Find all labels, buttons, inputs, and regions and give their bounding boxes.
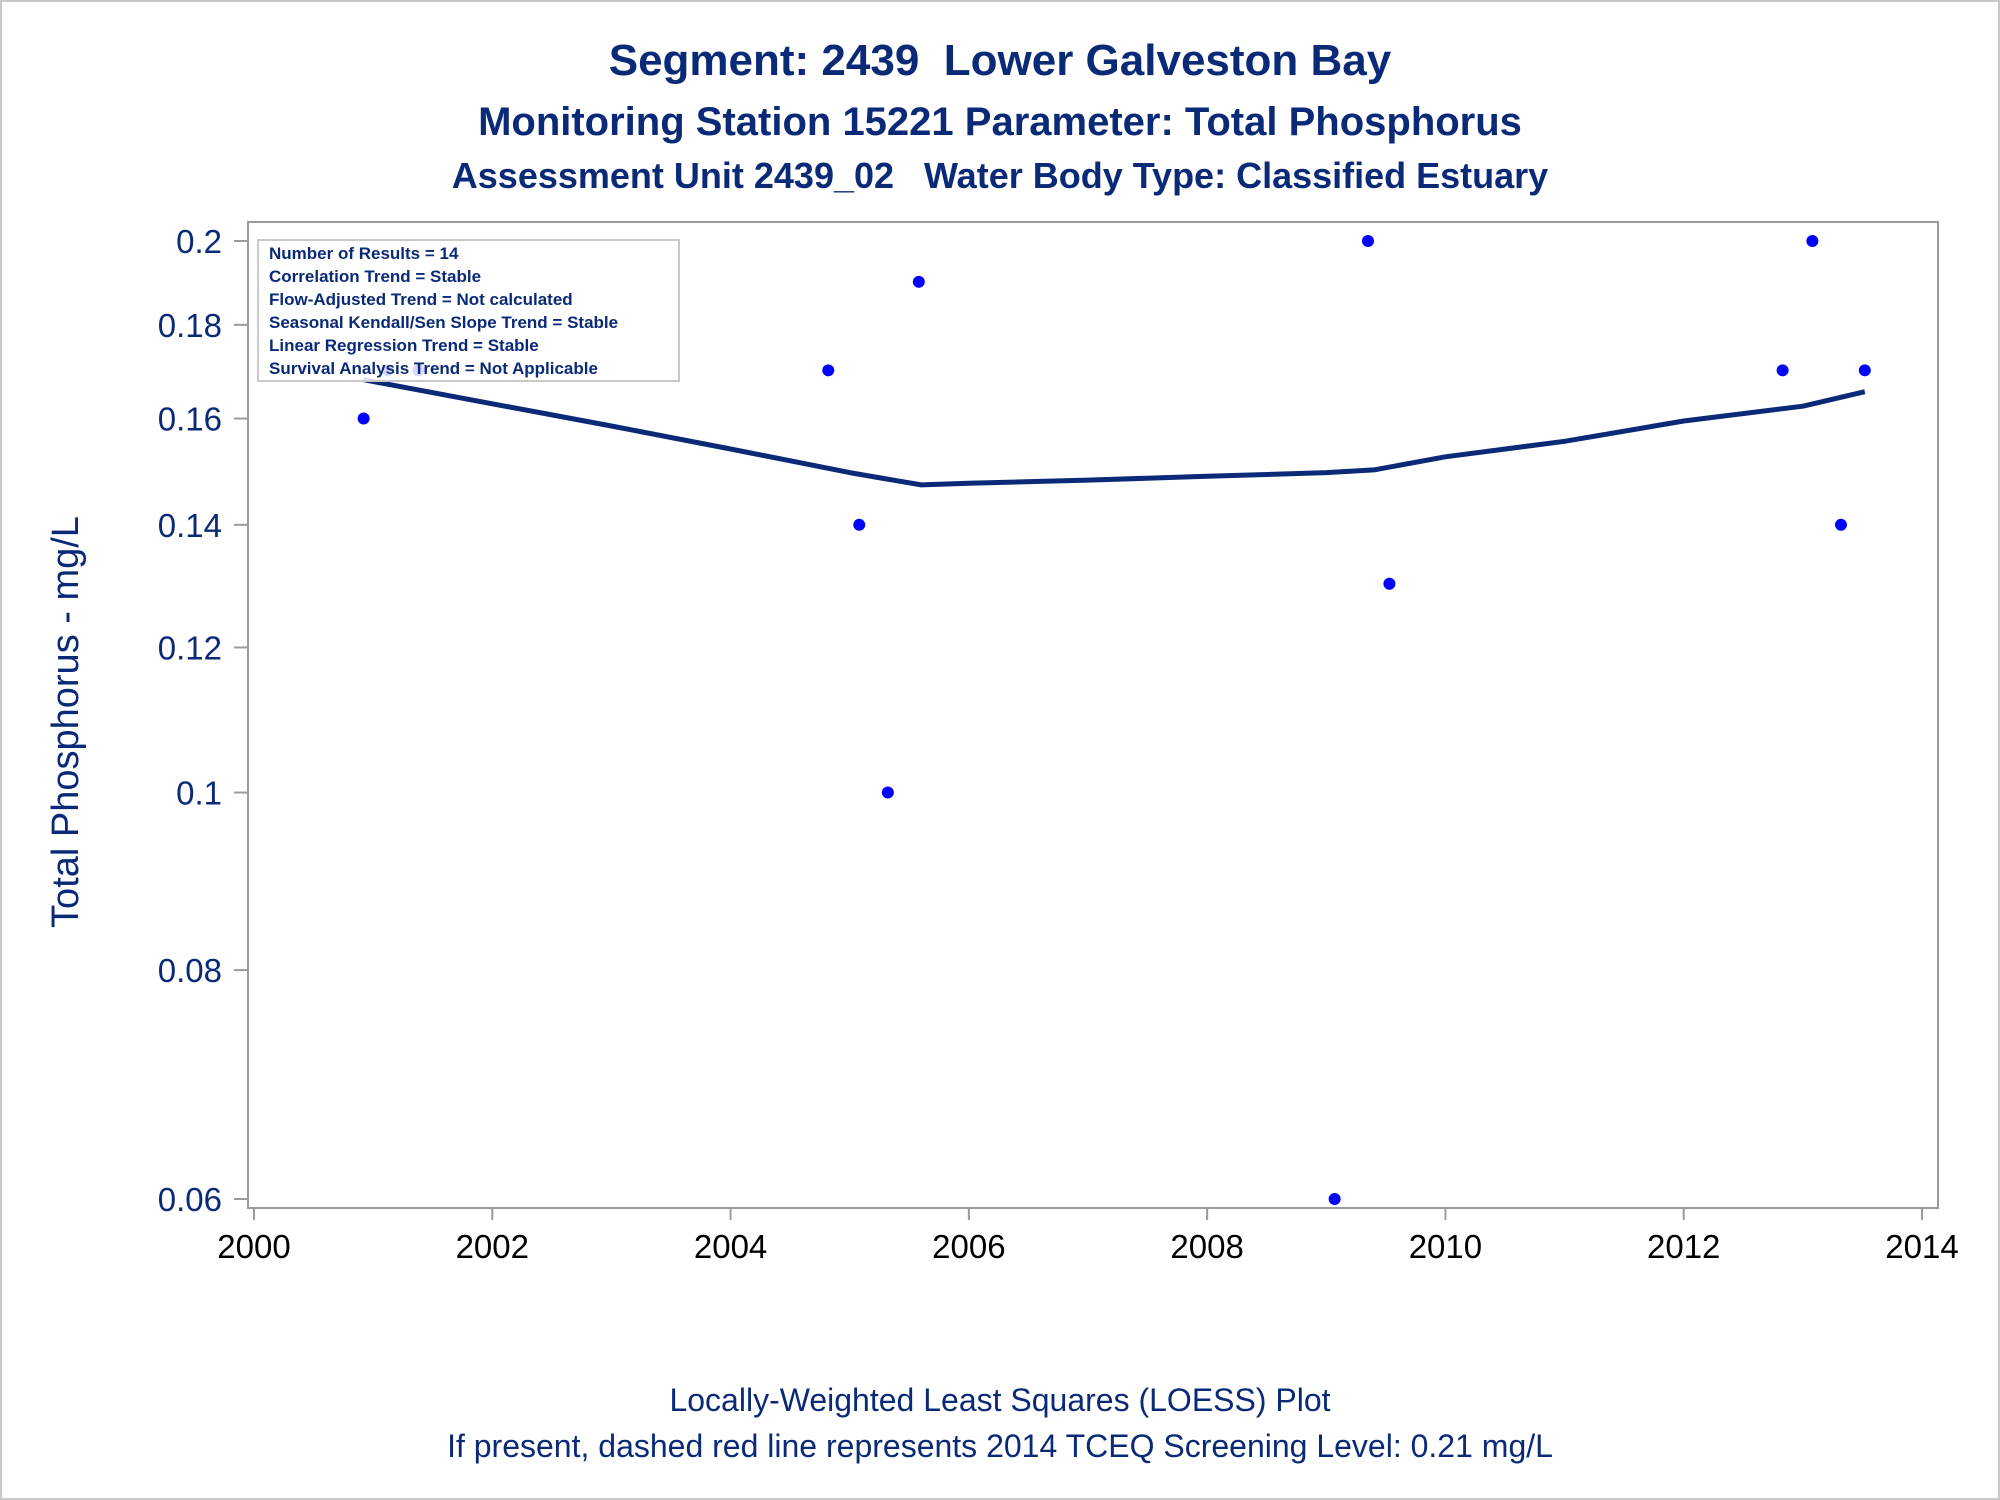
loess-curve [363, 377, 1866, 488]
y-tick-label: 0.08 [158, 952, 222, 989]
data-point [1806, 235, 1819, 247]
y-tick-label: 0.14 [158, 507, 222, 544]
x-tick-label: 2000 [217, 1228, 290, 1265]
info-survival-analysis-trend: Survival Analysis Trend = Not Applicable [269, 359, 598, 378]
y-tick-label: 0.1 [176, 775, 222, 812]
plot-area-border [247, 221, 1939, 1209]
data-point [357, 412, 370, 425]
y-tick-label: 0.16 [158, 401, 222, 438]
data-point [1834, 518, 1847, 531]
info-results-count: Number of Results = 14 [269, 244, 459, 263]
info-seasonal-kendall-trend: Seasonal Kendall/Sen Slope Trend = Stabl… [269, 313, 618, 332]
x-tick-label: 2012 [1647, 1228, 1720, 1265]
x-tick-label: 2008 [1170, 1228, 1243, 1265]
chart-subtitle-station: Monitoring Station 15221 Parameter: Tota… [478, 100, 1522, 144]
data-point [1776, 364, 1789, 377]
info-linear-regression-trend: Linear Regression Trend = Stable [269, 336, 539, 355]
footnote-screening-level: If present, dashed red line represents 2… [447, 1428, 1553, 1464]
data-point [912, 275, 925, 288]
trend-info-box: Number of Results = 14 Correlation Trend… [257, 239, 680, 382]
info-box-border [257, 239, 680, 382]
data-point [1858, 364, 1871, 377]
info-correlation-trend: Correlation Trend = Stable [269, 267, 481, 286]
y-tick-label: 0.06 [158, 1181, 222, 1218]
y-tick-label: 0.2 [176, 223, 222, 260]
chart-title: Segment: 2439 Lower Galveston Bay [608, 36, 1392, 85]
y-tick-label: 0.12 [158, 629, 222, 666]
info-flow-adjusted-trend: Flow-Adjusted Trend = Not calculated [269, 290, 573, 309]
data-point [1361, 235, 1374, 247]
y-axis-label: Total Phosphorus - mg/L [45, 516, 87, 928]
chart-subtitle-assessment: Assessment Unit 2439_02 Water Body Type:… [451, 155, 1549, 196]
data-point [881, 786, 894, 799]
data-point [1328, 1193, 1341, 1205]
x-tick-label: 2002 [456, 1228, 529, 1265]
x-tick-label: 2004 [694, 1228, 767, 1265]
data-point [853, 518, 866, 531]
x-tick-label: 2014 [1885, 1228, 1958, 1265]
x-tick-label: 2006 [932, 1228, 1005, 1265]
footnote-loess: Locally-Weighted Least Squares (LOESS) P… [669, 1382, 1331, 1418]
data-point [822, 364, 835, 377]
x-tick-label: 2010 [1409, 1228, 1482, 1265]
y-tick-label: 0.18 [158, 307, 222, 344]
data-point [1383, 577, 1396, 590]
